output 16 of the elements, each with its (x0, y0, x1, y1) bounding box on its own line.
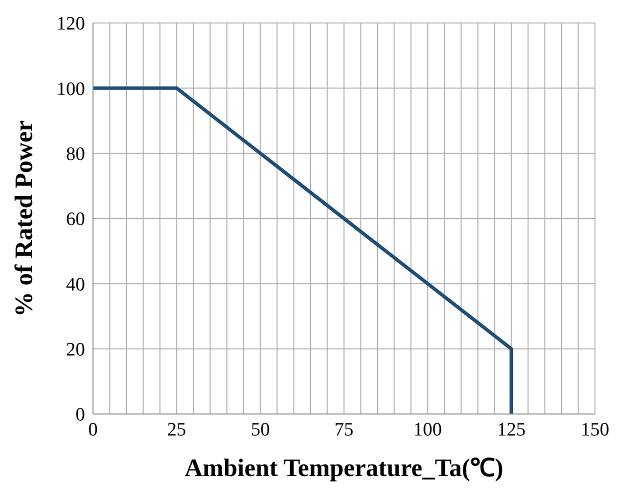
y-tick-label: 0 (76, 404, 85, 426)
y-tick-label: 60 (66, 209, 85, 230)
x-tick-label: 125 (497, 419, 526, 440)
x-tick-label: 75 (334, 419, 354, 440)
y-tick-label: 100 (56, 78, 85, 100)
x-tick-label: 25 (167, 419, 186, 440)
x-tick-label: 100 (413, 419, 442, 440)
x-tick-label: 150 (580, 419, 610, 440)
y-tick-label: 80 (66, 144, 85, 166)
y-tick-label: 40 (66, 274, 85, 296)
x-tick-label: 0 (88, 419, 98, 440)
x-tick-label: 50 (250, 419, 270, 440)
y-tick-label: 120 (56, 14, 85, 35)
y-axis-title: % of Rated Power (10, 120, 38, 317)
y-tick-label: 20 (66, 340, 85, 361)
x-axis-title: Ambient Temperature_Ta(℃) (184, 455, 504, 482)
